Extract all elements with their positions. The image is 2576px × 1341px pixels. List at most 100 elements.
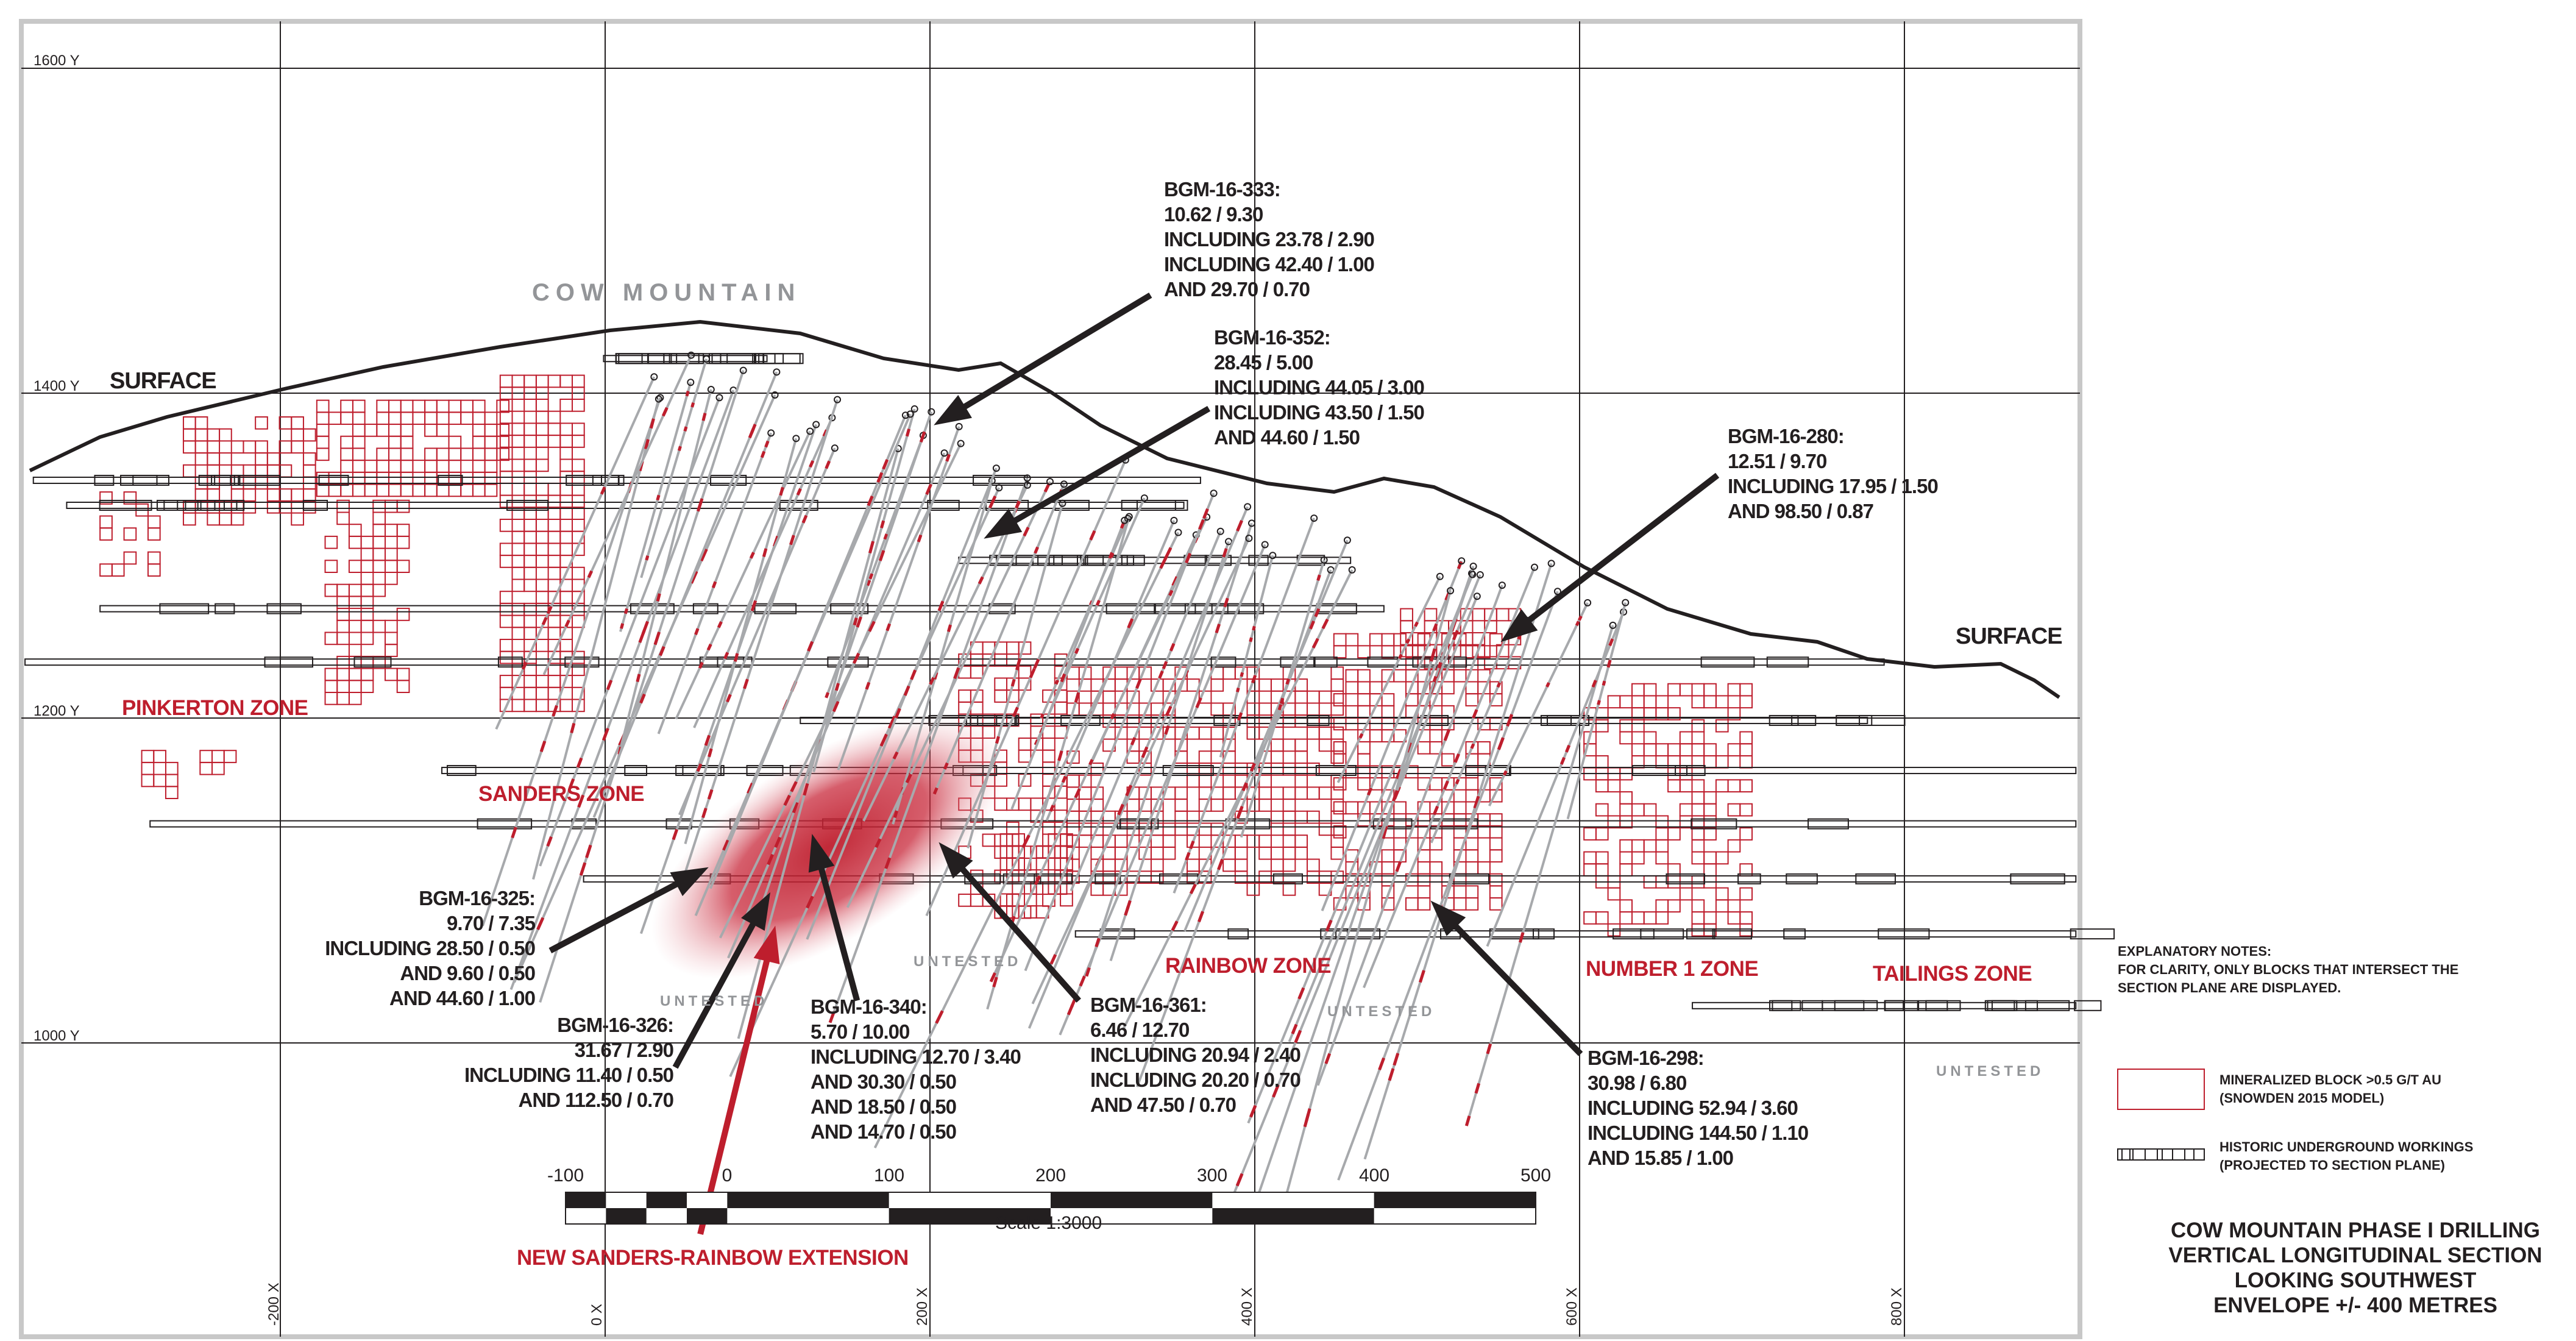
assay-interval (1316, 574, 1321, 582)
assay-interval (1397, 653, 1403, 660)
assay-interval (677, 446, 682, 452)
assay-interval (1486, 1043, 1492, 1055)
assay-interval (946, 624, 952, 633)
mineralized-block (230, 512, 244, 526)
mineralized-block (340, 435, 353, 449)
mineralized-block (1270, 678, 1284, 692)
underground-working-segment (830, 603, 869, 614)
drill-collar (1473, 592, 1481, 600)
assay-interval (806, 895, 814, 909)
mineralized-block (1357, 681, 1371, 695)
mineralized-block (1703, 743, 1717, 756)
mineralized-block (1484, 620, 1497, 634)
assay-interval (1110, 713, 1116, 720)
y-label-1000: 1000 Y (34, 1028, 80, 1044)
mineralized-block (1727, 839, 1741, 853)
drill-collar (1023, 481, 1031, 489)
arrow-bgm-16-280-shaft (1518, 472, 1720, 630)
assay-interval (694, 628, 700, 635)
scale-tick-label: 500 (1520, 1165, 1552, 1186)
callout-line: AND 18.50 / 0.50 (811, 1095, 957, 1118)
drill-hole-trace (1010, 520, 1126, 810)
drill-collar (940, 449, 948, 457)
underground-working-segment (1037, 555, 1085, 566)
drill-collar (957, 439, 965, 447)
drill-collar (812, 421, 820, 429)
mineralized-block (1679, 683, 1693, 697)
assay-interval (1049, 954, 1057, 965)
callout-bgm-16-352: BGM-16-352: 28.45 / 5.00 INCLUDING 44.05… (1214, 325, 1425, 450)
mineralized-block (1330, 702, 1344, 716)
mineralized-block (1162, 846, 1176, 860)
mineralized-block (352, 483, 366, 497)
callout-line: INCLUDING 17.95 / 1.50 (1728, 475, 1939, 497)
scale-label: Scale 1:3000 (995, 1213, 1102, 1233)
mineralized-block (1465, 777, 1479, 791)
drill-hole-trace (1316, 585, 1503, 1086)
underground-working-segment (754, 603, 797, 614)
mineralized-block (1595, 863, 1609, 877)
callout-line: INCLUDING 28.50 / 0.50 (325, 937, 536, 959)
underground-working-segment (1855, 873, 1896, 884)
mineralized-block (511, 507, 525, 520)
mineralized-block (1345, 801, 1359, 815)
underground-working-segment (1002, 873, 1041, 884)
underground-working (32, 476, 1201, 484)
mineralized-block (523, 675, 537, 688)
assay-interval (585, 844, 592, 858)
callout-line: AND 112.50 / 0.70 (518, 1089, 674, 1111)
assay-interval (880, 520, 885, 528)
assay-interval (1432, 805, 1439, 816)
mineralized-block (364, 460, 378, 473)
mineralized-block (1453, 885, 1467, 899)
mineralized-block (1739, 683, 1753, 697)
mineralized-block (1691, 683, 1705, 697)
mineralized-block (1489, 825, 1503, 839)
assay-interval (1023, 527, 1030, 537)
mineralized-block (1619, 803, 1633, 817)
mineralized-block (559, 591, 573, 604)
mineralized-block (1691, 827, 1705, 841)
callout-line: BGM-16-325: (419, 887, 536, 909)
underground-working-segment (1640, 928, 1684, 940)
drill-collar (1170, 516, 1178, 524)
mineralized-block (1318, 726, 1332, 740)
mineralized-block (99, 527, 113, 541)
mineralized-block (412, 399, 426, 413)
mineralized-block (352, 460, 366, 473)
drill-hole-trace (934, 483, 1065, 791)
mineralized-block (1246, 702, 1260, 716)
drill-hole-trace (542, 354, 692, 675)
mineralized-block (396, 524, 410, 537)
mineralized-block (147, 563, 161, 577)
drill-collar (1244, 503, 1252, 511)
mineralized-block (1330, 738, 1344, 752)
assay-interval (1222, 548, 1228, 558)
mineralized-block (523, 699, 537, 713)
mineralized-block (484, 424, 498, 437)
assay-interval (865, 681, 871, 690)
mineralized-block (279, 440, 293, 454)
mineralized-block (1222, 774, 1236, 788)
underground-working-segment (670, 353, 722, 365)
mineralized-block (994, 653, 1007, 667)
new-sanders-rainbow-extension-label: NEW SANDERS-RAINBOW EXTENSION (517, 1246, 909, 1270)
mineralized-block (499, 638, 513, 652)
arrow-bgm-16-352-head (984, 508, 1023, 539)
assay-interval (683, 426, 688, 432)
underground-working-segment (1878, 928, 1930, 940)
mineralized-block (1715, 755, 1729, 769)
mineralized-block (1477, 825, 1491, 839)
callout-line: AND 47.50 / 0.70 (1090, 1094, 1237, 1116)
mineralized-block (1307, 690, 1320, 704)
mineralized-block (1042, 749, 1056, 763)
mineralized-block (448, 399, 462, 413)
mineralized-block (348, 680, 362, 693)
assay-interval (1321, 618, 1329, 630)
mineralized-block (1679, 887, 1693, 901)
y-label-1400: 1400 Y (34, 378, 80, 394)
legend-sublabel: (SNOWDEN 2015 MODEL) (2219, 1090, 2385, 1106)
mineralized-block (511, 578, 525, 592)
underground-working-segment (159, 603, 210, 614)
drill-collar (1469, 571, 1477, 578)
